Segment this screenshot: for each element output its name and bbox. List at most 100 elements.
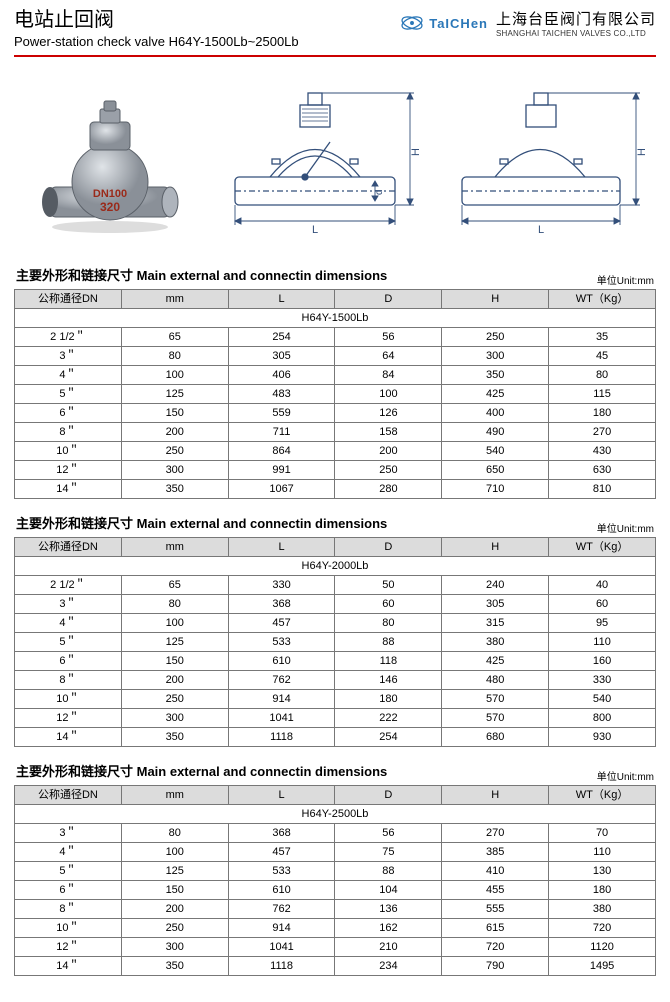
cell: 4＂ [15, 843, 122, 862]
cell: 12＂ [15, 709, 122, 728]
cell: 280 [335, 480, 442, 499]
cell: 5＂ [15, 633, 122, 652]
cell: 457 [228, 843, 335, 862]
cell: 162 [335, 919, 442, 938]
col-header: D [335, 786, 442, 805]
cell: 14＂ [15, 480, 122, 499]
company-zh: 上海台臣阀门有限公司 [496, 8, 656, 29]
cell: 80 [549, 366, 656, 385]
cell: 330 [549, 671, 656, 690]
svg-text:L: L [538, 224, 544, 236]
cell: 762 [228, 671, 335, 690]
cell: 56 [335, 328, 442, 347]
cell: 4＂ [15, 614, 122, 633]
cell: 790 [442, 957, 549, 976]
table-row: 6＂150610118425160 [15, 652, 656, 671]
table-row: 3＂803686030560 [15, 595, 656, 614]
cell: 100 [121, 614, 228, 633]
table-row: 12＂30010412107201120 [15, 938, 656, 957]
cell: 368 [228, 595, 335, 614]
cell: 350 [121, 728, 228, 747]
cell: 300 [442, 347, 549, 366]
cell: 1120 [549, 938, 656, 957]
cell: 234 [335, 957, 442, 976]
company-block: TaICHen 上海台臣阀门有限公司 SHANGHAI TAICHEN VALV… [399, 8, 656, 38]
cell: 65 [121, 576, 228, 595]
cell: 720 [442, 938, 549, 957]
cell: 406 [228, 366, 335, 385]
cell: 200 [121, 423, 228, 442]
cell: 991 [228, 461, 335, 480]
cell: 350 [121, 957, 228, 976]
cell: 3＂ [15, 347, 122, 366]
table-row: 14＂3501067280710810 [15, 480, 656, 499]
cell: 533 [228, 862, 335, 881]
cell: 2 1/2＂ [15, 576, 122, 595]
table-row: 14＂35011182347901495 [15, 957, 656, 976]
cell: 250 [121, 690, 228, 709]
cell: 350 [121, 480, 228, 499]
document-header: 电站止回阀 Power-station check valve H64Y-150… [14, 8, 656, 57]
col-header: 公称通径DN [15, 290, 122, 309]
cell: 160 [549, 652, 656, 671]
cell: 60 [335, 595, 442, 614]
cell: 6＂ [15, 404, 122, 423]
table-row: 8＂200762146480330 [15, 671, 656, 690]
cell: 540 [549, 690, 656, 709]
cell: 483 [228, 385, 335, 404]
table-row: 2 1/2＂653305024040 [15, 576, 656, 595]
cell: 50 [335, 576, 442, 595]
dimensions-table: 公称通径DNmmLDHWT（Kg）H64Y-2500Lb3＂8036856270… [14, 785, 656, 976]
cell: 425 [442, 652, 549, 671]
table-row: 6＂150559126400180 [15, 404, 656, 423]
dimensions-table: 公称通径DNmmLDHWT（Kg）H64Y-1500Lb2 1/2＂652545… [14, 289, 656, 499]
cell: 425 [442, 385, 549, 404]
cell: 200 [335, 442, 442, 461]
cell: 40 [549, 576, 656, 595]
cell: 45 [549, 347, 656, 366]
col-header: 公称通径DN [15, 538, 122, 557]
cell: 610 [228, 652, 335, 671]
section-diagram: L H d [210, 87, 425, 237]
cell: 64 [335, 347, 442, 366]
cell: 5＂ [15, 385, 122, 404]
outline-diagram: L H [440, 87, 650, 237]
cell: 6＂ [15, 652, 122, 671]
svg-text:H: H [410, 148, 422, 156]
cell: 80 [121, 347, 228, 366]
col-header: L [228, 290, 335, 309]
cell: 533 [228, 633, 335, 652]
cell: 3＂ [15, 824, 122, 843]
cell: 350 [442, 366, 549, 385]
col-header: mm [121, 290, 228, 309]
cell: 125 [121, 862, 228, 881]
table-row: 8＂200711158490270 [15, 423, 656, 442]
cell: 1067 [228, 480, 335, 499]
cell: 150 [121, 652, 228, 671]
svg-text:L: L [312, 224, 318, 236]
cell: 12＂ [15, 461, 122, 480]
cell: 711 [228, 423, 335, 442]
cell: 630 [549, 461, 656, 480]
cell: 2 1/2＂ [15, 328, 122, 347]
cell: 84 [335, 366, 442, 385]
col-header: H [442, 538, 549, 557]
cell: 104 [335, 881, 442, 900]
table-row: 14＂3501118254680930 [15, 728, 656, 747]
cell: 125 [121, 633, 228, 652]
cell: 555 [442, 900, 549, 919]
table-row: 4＂10045775385110 [15, 843, 656, 862]
svg-text:d: d [374, 189, 385, 195]
table-row: 2 1/2＂652545625035 [15, 328, 656, 347]
cell: 254 [335, 728, 442, 747]
title-en: Power-station check valve H64Y-1500Lb~25… [14, 34, 299, 49]
cell: 14＂ [15, 728, 122, 747]
cell: 200 [121, 671, 228, 690]
cell: 10＂ [15, 690, 122, 709]
photo-press-label: 320 [100, 200, 120, 214]
cell: 270 [549, 423, 656, 442]
cell: 480 [442, 671, 549, 690]
cell: 240 [442, 576, 549, 595]
cell: 810 [549, 480, 656, 499]
cell: 8＂ [15, 900, 122, 919]
